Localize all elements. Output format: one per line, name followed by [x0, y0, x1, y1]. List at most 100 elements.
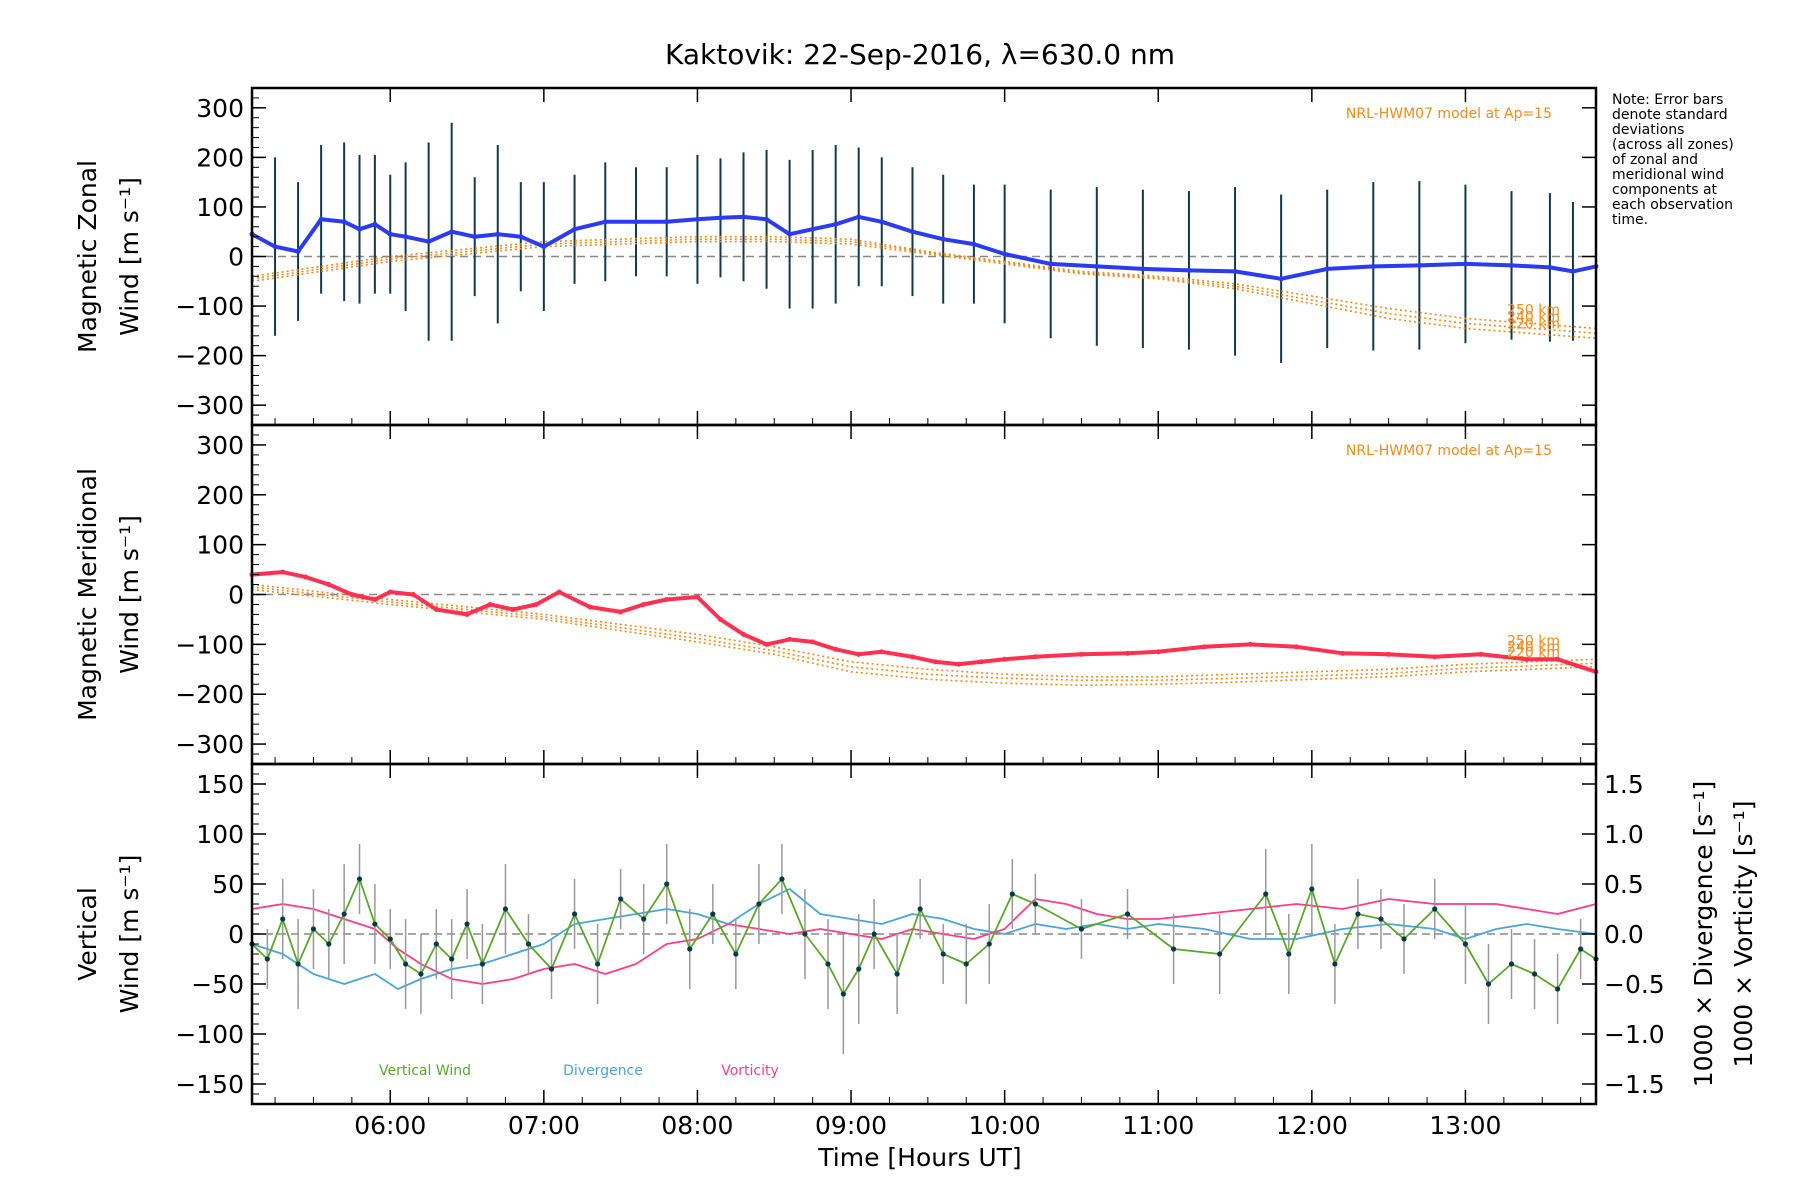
vertical-wind-point	[433, 941, 439, 947]
model-curve-240-km	[251, 586, 1597, 682]
model-altitude-label: 220 km	[1507, 316, 1560, 332]
zonal-wind-point	[572, 226, 578, 232]
x-axis-label: Time [Hours UT]	[817, 1143, 1021, 1172]
meridional-wind-point	[1155, 649, 1161, 655]
zonal-wind-point	[1416, 262, 1422, 268]
x-tick-label: 07:00	[508, 1111, 580, 1140]
vertical-wind-point	[825, 961, 831, 967]
vertical-wind-point	[802, 931, 808, 937]
meridional-wind-point	[410, 592, 416, 597]
meridional-wind-point	[664, 596, 670, 602]
vertical-wind-point	[1462, 941, 1469, 947]
meridional-wind-point	[433, 606, 439, 612]
meridional-wind-point	[533, 601, 539, 607]
zonal-wind-point	[833, 221, 839, 227]
vertical-wind-point	[1124, 911, 1131, 917]
meridional-wind-point	[510, 606, 516, 612]
zonal-wind-point	[694, 216, 700, 222]
note-line: time.	[1612, 212, 1648, 228]
vertical-wind-point	[1171, 946, 1177, 952]
model-label: NRL-HWM07 model at Ap=15	[1346, 106, 1552, 122]
meridional-wind-point	[641, 601, 647, 607]
vertical-wind-point	[687, 946, 693, 952]
x-tick-label: 06:00	[354, 1111, 426, 1140]
vertical-wind-point	[280, 916, 286, 922]
vertical-wind-point	[894, 971, 900, 977]
model-altitude-label: 240 km	[1507, 309, 1560, 325]
vertical-wind-point	[963, 961, 969, 967]
y-tick-label: 200	[196, 143, 244, 172]
vertical-wind-point	[1286, 951, 1292, 957]
model-curve-220-km	[251, 588, 1597, 687]
y-tick-label: −50	[191, 970, 244, 999]
x-tick-label: 12:00	[1276, 1111, 1348, 1140]
meridional-wind-point	[741, 631, 747, 637]
vorticity-line	[251, 898, 1597, 985]
vertical-wind-point	[1531, 971, 1538, 977]
vertical-wind-point	[464, 921, 470, 927]
meridional-wind-point	[556, 589, 562, 595]
meridional-wind-point	[717, 616, 723, 622]
vertical-wind-point	[264, 956, 270, 962]
vertical-wind-point	[1217, 951, 1223, 957]
vertical-wind-point	[548, 966, 555, 972]
vertical-wind-point	[571, 911, 578, 917]
zonal-wind-point	[318, 216, 324, 222]
vertical-wind-point	[449, 956, 455, 962]
meridional-wind-line	[251, 570, 1597, 674]
y-tick-label: 300	[196, 94, 244, 123]
zonal-wind-point	[295, 249, 301, 255]
zonal-wind-point	[856, 214, 862, 220]
zonal-wind-point	[879, 219, 885, 225]
meridional-wind-point	[956, 661, 962, 667]
note-line: each observation	[1612, 197, 1733, 213]
model-curve-250-km	[251, 583, 1597, 678]
note-line: denote standard	[1612, 107, 1728, 123]
y-tick-label: 100	[196, 820, 244, 849]
meridional-wind-point	[618, 609, 624, 615]
zonal-wind-point	[272, 244, 278, 250]
vertical-wind-line	[251, 878, 1597, 995]
meridional-wind-point	[1125, 650, 1131, 656]
zonal-wind-point	[1094, 263, 1100, 269]
y-tick-label: 0	[228, 920, 244, 949]
vertical-wind-point	[502, 906, 509, 912]
note-line: components at	[1612, 182, 1718, 198]
vertical-wind-point	[403, 961, 409, 967]
vertical-wind-point	[310, 926, 317, 932]
y-tick-label: 200	[196, 481, 244, 510]
meridional-wind-point	[1078, 651, 1084, 657]
vertical-wind-point	[756, 901, 762, 907]
model-altitude-label: 240 km	[1507, 639, 1560, 655]
vertical-wind-point	[356, 876, 363, 882]
vertical-wind-point	[595, 961, 601, 967]
vertical-wind-point	[1578, 946, 1584, 952]
vertical-wind-point	[710, 911, 716, 917]
zonal-wind-point	[449, 229, 455, 235]
y-label: Magnetic Zonal	[73, 160, 102, 353]
divergence-line	[251, 888, 1597, 990]
vertical-wind-point	[372, 921, 378, 927]
y-tick-label: 0	[228, 581, 244, 610]
meridional-wind-point	[1386, 651, 1392, 657]
meridional-wind-point	[1293, 644, 1299, 650]
y-tick-label: −200	[175, 342, 244, 371]
y-tick-label: 0	[228, 243, 244, 272]
zonal-wind-point	[717, 215, 723, 221]
meridional-wind-point	[764, 641, 770, 647]
y-tick-label: 150	[196, 770, 244, 799]
zonal-wind-point	[810, 226, 816, 232]
zonal-wind-point	[971, 241, 977, 247]
vertical-wind-point	[1332, 961, 1338, 967]
meridional-wind-point	[1032, 654, 1038, 660]
vertical-wind-point	[479, 961, 485, 967]
model-altitude-label: 250 km	[1507, 633, 1560, 649]
meridional-wind-point	[1201, 644, 1207, 650]
note-line: deviations	[1612, 122, 1684, 138]
vertical-wind-point	[1485, 981, 1492, 987]
zonal-wind-point	[602, 219, 608, 225]
